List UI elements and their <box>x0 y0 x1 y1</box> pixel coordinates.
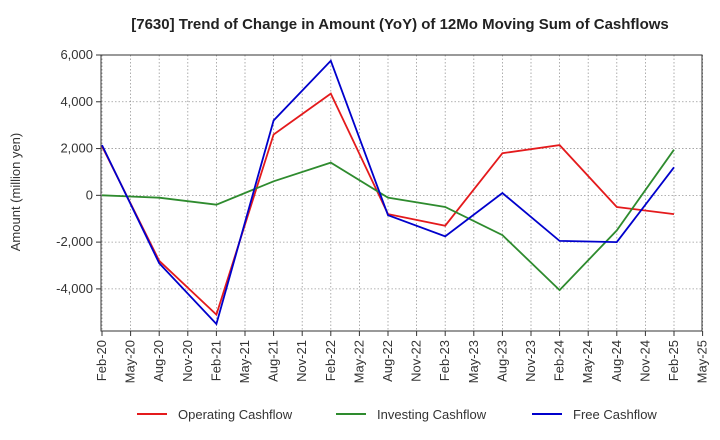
series-line-free-cashflow <box>101 59 675 326</box>
x-tick-label: May-20 <box>123 340 138 383</box>
legend-label: Free Cashflow <box>573 407 657 422</box>
x-tick-label: Feb-25 <box>666 340 681 381</box>
x-tick-label: Feb-23 <box>437 340 452 381</box>
x-tick-label: Aug-23 <box>494 340 509 382</box>
y-tick-label: -4,000 <box>56 281 93 296</box>
y-tick-label: 6,000 <box>60 47 93 62</box>
x-tick-label: Feb-21 <box>208 340 223 381</box>
x-tick-label: May-21 <box>237 340 252 383</box>
x-tick-label: Nov-20 <box>180 340 195 382</box>
x-tick-label: Nov-24 <box>637 340 652 382</box>
x-tick-label: Feb-22 <box>323 340 338 381</box>
chart-title: [7630] Trend of Change in Amount (YoY) o… <box>131 16 669 33</box>
x-tick-label: Aug-22 <box>380 340 395 382</box>
legend-label: Operating Cashflow <box>178 407 293 422</box>
plot-area <box>100 54 703 332</box>
y-tick-label: -2,000 <box>56 234 93 249</box>
x-tick-label: Feb-20 <box>94 340 109 381</box>
x-tick-label: May-22 <box>351 340 366 383</box>
x-tick-label: Aug-24 <box>609 340 624 382</box>
x-tick-label: Aug-20 <box>151 340 166 382</box>
series-line-operating-cashflow <box>101 92 675 317</box>
x-tick-label: Nov-23 <box>523 340 538 382</box>
x-tick-label: Nov-21 <box>294 340 309 382</box>
y-tick-label: 0 <box>86 187 93 202</box>
y-tick-label: 2,000 <box>60 141 93 156</box>
legend: Operating Cashflow Investing Cashflow Free… <box>137 407 657 422</box>
y-tick-label: 4,000 <box>60 94 93 109</box>
x-tick-label: Aug-21 <box>266 340 281 382</box>
legend-label: Investing Cashflow <box>377 407 487 422</box>
x-tick-label: May-24 <box>580 340 595 383</box>
x-tick-label: May-23 <box>466 340 481 383</box>
y-axis-label: Amount (million yen) <box>8 133 23 252</box>
grid-lines <box>101 54 703 331</box>
x-tick-label: May-25 <box>695 340 710 383</box>
series-lines <box>101 59 675 326</box>
x-tick-label: Feb-24 <box>552 340 567 381</box>
series-line-investing-cashflow <box>101 149 675 292</box>
x-axis-ticks: Feb-20 May-20 Aug-20 Nov-20 Feb-21 May-21 Aug-… <box>94 331 710 383</box>
y-axis-ticks: 6,000 4,000 2,000 0 -2,000 -4,000 <box>56 47 101 296</box>
x-tick-label: Nov-22 <box>409 340 424 382</box>
